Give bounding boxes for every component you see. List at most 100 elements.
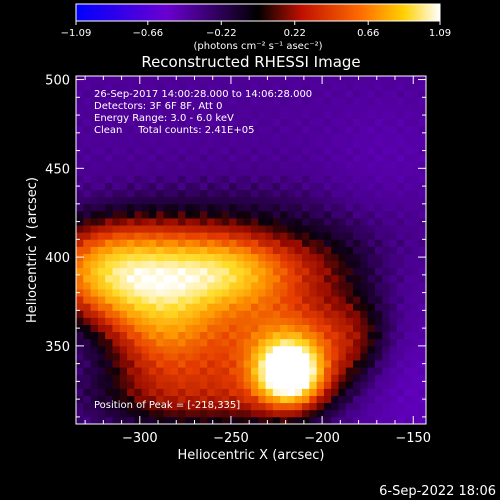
image-cell bbox=[127, 331, 135, 340]
image-cell bbox=[163, 104, 172, 112]
image-cell bbox=[374, 281, 383, 290]
image-cell bbox=[353, 253, 361, 262]
image-cell bbox=[141, 281, 150, 290]
image-cell bbox=[309, 381, 318, 389]
image-cell bbox=[105, 289, 113, 297]
image-cell bbox=[389, 338, 398, 347]
image-cell bbox=[323, 281, 332, 290]
image-cell bbox=[148, 118, 157, 127]
image-cell bbox=[382, 367, 390, 375]
image-cell bbox=[265, 97, 274, 105]
image-cell bbox=[294, 246, 303, 254]
image-cell bbox=[199, 281, 208, 290]
image-cell bbox=[251, 381, 259, 389]
image-cell bbox=[353, 182, 361, 191]
image-cell bbox=[258, 203, 266, 212]
image-cell bbox=[97, 338, 106, 347]
image-cell bbox=[236, 317, 245, 325]
image-cell bbox=[148, 260, 157, 269]
image-cell bbox=[97, 225, 106, 233]
image-cell bbox=[112, 324, 121, 333]
image-cell bbox=[127, 218, 135, 226]
image-cell bbox=[243, 218, 252, 226]
image-cell bbox=[141, 125, 150, 134]
y-tick-label: 500 bbox=[45, 74, 70, 89]
image-cell bbox=[97, 203, 106, 212]
image-cell bbox=[105, 90, 113, 98]
image-cell bbox=[265, 161, 274, 169]
image-cell bbox=[396, 154, 405, 162]
image-cell bbox=[272, 281, 281, 290]
image-cell bbox=[127, 267, 135, 276]
image-cell bbox=[163, 303, 172, 311]
image-cell bbox=[316, 189, 325, 198]
image-cell bbox=[418, 232, 426, 240]
image-cell bbox=[90, 104, 99, 112]
image-cell bbox=[141, 189, 150, 198]
image-cell bbox=[287, 118, 296, 127]
image-cell bbox=[156, 210, 164, 219]
image-cell bbox=[367, 225, 376, 233]
image-cell bbox=[309, 260, 318, 269]
image-cell bbox=[112, 274, 121, 283]
image-cell bbox=[331, 175, 339, 183]
image-cell bbox=[243, 232, 252, 240]
image-cell bbox=[243, 104, 252, 112]
image-cell bbox=[221, 218, 230, 226]
image-cell bbox=[302, 210, 310, 219]
image-cell bbox=[309, 97, 318, 105]
image-cell bbox=[404, 175, 412, 183]
image-cell bbox=[272, 352, 281, 361]
image-cell bbox=[214, 218, 223, 226]
image-cell bbox=[353, 338, 361, 347]
image-cell bbox=[243, 132, 252, 141]
image-cell bbox=[404, 182, 412, 191]
image-cell bbox=[192, 345, 201, 354]
image-cell bbox=[134, 360, 143, 368]
image-cell bbox=[148, 76, 157, 84]
image-cell bbox=[345, 132, 354, 141]
image-cell bbox=[353, 203, 361, 212]
image-cell bbox=[251, 196, 259, 205]
image-cell bbox=[185, 83, 194, 91]
image-cell bbox=[272, 331, 281, 340]
image-cell bbox=[353, 381, 361, 389]
image-cell bbox=[76, 260, 84, 269]
image-cell bbox=[97, 296, 106, 304]
image-cell bbox=[163, 402, 172, 411]
image-cell bbox=[374, 154, 383, 162]
image-cell bbox=[302, 161, 310, 169]
image-cell bbox=[345, 253, 354, 262]
image-cell bbox=[127, 317, 135, 325]
image-cell bbox=[185, 132, 194, 141]
image-cell bbox=[258, 324, 266, 333]
image-cell bbox=[258, 76, 266, 84]
image-cell bbox=[331, 239, 339, 247]
image-cell bbox=[411, 260, 420, 269]
image-cell bbox=[214, 360, 223, 368]
image-cell bbox=[265, 154, 274, 162]
image-cell bbox=[148, 367, 157, 375]
image-cell bbox=[374, 331, 383, 340]
image-cell bbox=[105, 125, 113, 134]
image-cell bbox=[404, 345, 412, 354]
image-cell bbox=[221, 338, 230, 347]
image-cell bbox=[105, 83, 113, 91]
image-cell bbox=[316, 296, 325, 304]
image-cell bbox=[207, 381, 215, 389]
image-cell bbox=[221, 125, 230, 134]
image-cell bbox=[134, 281, 143, 290]
image-cell bbox=[396, 132, 405, 141]
image-cell bbox=[221, 83, 230, 91]
image-cell bbox=[229, 317, 237, 325]
image-cell bbox=[83, 175, 91, 183]
image-cell bbox=[367, 161, 376, 169]
image-cell bbox=[265, 104, 274, 112]
image-cell bbox=[360, 274, 369, 283]
image-cell bbox=[170, 118, 179, 127]
image-cell bbox=[251, 225, 259, 233]
image-cell bbox=[345, 331, 354, 340]
image-cell bbox=[323, 388, 332, 396]
image-cell bbox=[76, 388, 84, 396]
image-cell bbox=[418, 139, 426, 148]
